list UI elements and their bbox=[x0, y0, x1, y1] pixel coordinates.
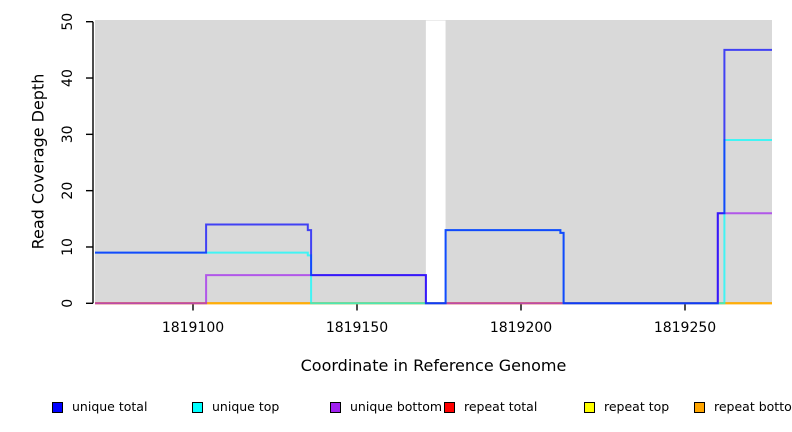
legend-swatch-icon bbox=[192, 401, 203, 413]
x-axis-title: Coordinate in Reference Genome bbox=[300, 356, 567, 375]
series-line-unique-total bbox=[95, 48, 772, 305]
x-tick-label: 1819150 bbox=[326, 320, 388, 336]
y-tick-label: 40 bbox=[60, 69, 76, 87]
x-tick-label: 1819100 bbox=[162, 320, 224, 336]
legend-item-unique-total: unique total bbox=[52, 397, 147, 417]
legend-swatch-icon bbox=[694, 401, 705, 413]
legend-label: repeat bottom bbox=[714, 399, 792, 414]
legend-label: repeat total bbox=[464, 399, 538, 414]
legend-item-unique-top: unique top bbox=[192, 397, 279, 417]
legend-swatch-icon bbox=[584, 401, 595, 413]
y-tick-label: 30 bbox=[60, 125, 76, 143]
legend-item-repeat-top: repeat top bbox=[584, 397, 669, 417]
legend-label: repeat top bbox=[604, 399, 670, 414]
legend-label: unique bottom bbox=[350, 399, 443, 414]
legend-item-repeat-total: repeat total bbox=[444, 397, 537, 417]
legend-label: unique total bbox=[72, 399, 148, 414]
coverage-gap-band bbox=[425, 20, 446, 304]
y-tick-label: 50 bbox=[60, 13, 76, 31]
y-tick-label: 0 bbox=[60, 299, 76, 308]
legend-item-unique-bottom: unique bottom bbox=[330, 397, 442, 417]
y-tick-label: 10 bbox=[60, 238, 76, 256]
legend-swatch-icon bbox=[444, 401, 455, 413]
legend-swatch-icon bbox=[330, 401, 341, 413]
y-tick-label: 20 bbox=[60, 182, 76, 200]
x-tick-label: 1819250 bbox=[654, 320, 716, 336]
y-axis-title: Read Coverage Depth bbox=[28, 73, 48, 250]
legend-swatch-icon bbox=[52, 401, 63, 413]
legend-item-repeat-bottom: repeat bottom bbox=[694, 397, 792, 417]
x-tick-label: 1819200 bbox=[490, 320, 552, 336]
legend-label: unique top bbox=[212, 399, 280, 414]
legend: unique total unique top unique bottom repea… bbox=[0, 397, 792, 419]
